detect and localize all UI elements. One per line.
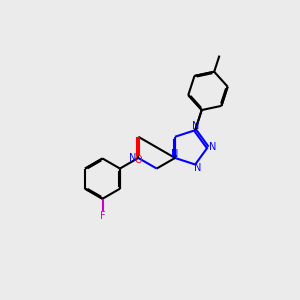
Text: O: O (134, 155, 142, 165)
Text: N: N (209, 142, 216, 152)
Text: N: N (192, 122, 200, 131)
Text: F: F (100, 211, 105, 221)
Text: N: N (129, 153, 137, 163)
Text: N: N (194, 163, 202, 173)
Text: N: N (171, 149, 178, 159)
